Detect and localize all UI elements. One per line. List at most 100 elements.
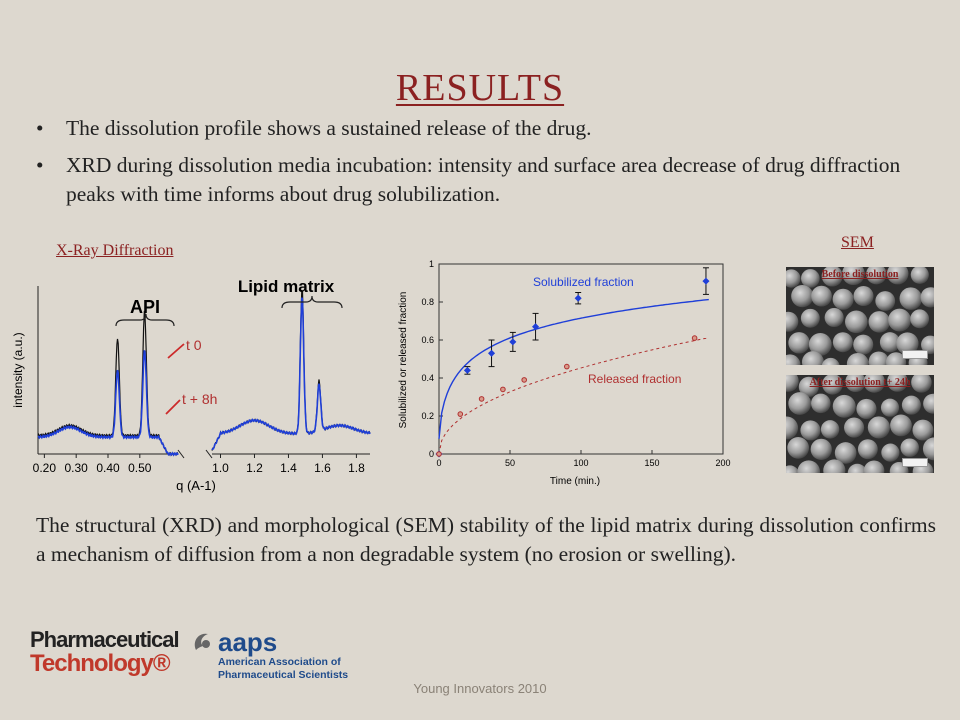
sem-particle (879, 332, 900, 353)
sem-particle (801, 269, 820, 288)
axis-break-mark (205, 449, 213, 459)
sem-particle (791, 285, 814, 308)
sem-particle (911, 375, 932, 393)
sem-particle (845, 310, 868, 334)
bullet-item: • XRD during dissolution media incubation… (36, 151, 936, 209)
sem-particle (896, 332, 919, 355)
xrd-series-line-t8h (37, 350, 179, 457)
sem-after-caption: After dissolution t+ 24h (809, 377, 911, 388)
t8h-arrow (165, 399, 181, 415)
bullet-text: The dissolution profile shows a sustaine… (66, 116, 592, 140)
xrd-ylabel: intensity (a.u.) (11, 332, 25, 407)
sem-particle (885, 352, 907, 365)
lipid-brace (281, 295, 343, 309)
sem-particle (853, 334, 874, 355)
solubilized-point (574, 294, 582, 302)
sem-particle (834, 442, 857, 464)
sem-particle (820, 420, 840, 439)
x-tick-label: 50 (505, 458, 515, 468)
xrd-tick-label: 1.0 (212, 461, 229, 475)
sem-particle (912, 419, 934, 441)
solubilized-point (488, 349, 496, 357)
bullet-dot: • (36, 116, 44, 140)
sem-particle (821, 267, 843, 287)
released-point (457, 411, 464, 417)
axis-break-mark (177, 449, 185, 459)
sem-particle (857, 439, 878, 460)
sem-particle (787, 437, 810, 459)
conclusion-text: The structural (XRD) and morphological (… (36, 513, 936, 566)
sem-particle (810, 438, 832, 460)
sem-particle (798, 376, 819, 397)
solubilized-point (532, 323, 540, 331)
sem-particle (922, 437, 934, 461)
sem-particle (880, 398, 900, 417)
sem-particle (888, 308, 911, 332)
sem-particle (866, 267, 887, 285)
sem-particle (786, 465, 800, 473)
dissolution-chart: 0 50 100 150 200 0 0.2 0.4 0.6 0.8 1 Solubilized o… (398, 259, 731, 487)
xrd-series-line-t8h (211, 297, 371, 451)
xrd-tick-label: 1.6 (314, 461, 331, 475)
api-annotation: API (130, 297, 160, 317)
sem-particle (868, 351, 889, 365)
sem-particle (900, 438, 919, 457)
sem-particles-after (786, 375, 934, 473)
slide-title: RESULTS (395, 67, 565, 109)
legend-solubilized: Solubilized fraction (533, 275, 634, 289)
t8h-annotation: t + 8h (182, 391, 217, 407)
sem-particle (786, 416, 799, 440)
sem-particle (910, 267, 929, 284)
sem-particle (811, 393, 831, 414)
sem-particles-before (786, 267, 934, 365)
sem-particle (786, 311, 799, 332)
pharmaceutical-technology-logo: Pharmaceutical Technology® (30, 627, 180, 676)
xrd-xlabel: q (A-1) (176, 478, 216, 493)
x-tick-label: 0 (436, 458, 441, 468)
sem-particle (910, 309, 930, 329)
sem-particle (832, 394, 856, 418)
sem-particle (832, 332, 853, 353)
sem-particle (786, 354, 801, 365)
released-point (691, 335, 698, 341)
scale-bar (902, 458, 928, 467)
sem-particle (797, 460, 821, 473)
scale-bar (902, 350, 928, 359)
sem-image-after: After dissolution t+ 24h (786, 375, 934, 473)
logo-pt-line1: Pharmaceutical (30, 627, 180, 652)
sem-particle (901, 395, 921, 415)
xrd-tick-label: 0.30 (65, 461, 89, 475)
lipid-matrix-annotation: Lipid matrix (238, 277, 335, 296)
sem-particle (920, 287, 934, 308)
xrd-tick-label: 1.8 (348, 461, 365, 475)
dissolution-ylabel: Solubilized or released fraction (398, 292, 409, 429)
released-point (564, 363, 570, 370)
xrd-panel-label: X-Ray Diffraction (56, 242, 174, 259)
sem-particle (867, 416, 890, 439)
released-point (478, 396, 485, 402)
sem-particle (821, 357, 840, 365)
released-fit-line (438, 337, 709, 455)
aaps-name: aaps (218, 627, 278, 657)
released-point (436, 451, 442, 457)
api-brace (115, 313, 175, 327)
sem-particle (868, 311, 891, 333)
sem-particle (875, 291, 896, 311)
xrd-tick-label: 1.4 (280, 461, 297, 475)
y-tick-label: 1 (429, 259, 434, 269)
sem-particle (824, 307, 844, 328)
sem-particle (788, 332, 810, 354)
xrd-chart: 0.20 0.30 0.40 0.50 1.0 1.2 1.4 1.6 1.8 intensit… (11, 277, 371, 493)
x-tick-label: 100 (573, 458, 588, 468)
aaps-swoosh-icon (194, 633, 210, 650)
aaps-logo: aaps American Association of Pharmaceuti… (192, 628, 348, 682)
dissolution-xlabel: Time (min.) (550, 476, 600, 487)
sem-particle (886, 267, 909, 285)
bullet-item: • The dissolution profile shows a sustain… (36, 114, 936, 143)
xrd-tick-label: 0.40 (96, 461, 120, 475)
solubilized-point (463, 366, 471, 374)
solubilized-point (702, 277, 710, 285)
sem-particle (832, 288, 854, 310)
sem-particle (847, 463, 867, 473)
sem-particle (923, 393, 934, 414)
